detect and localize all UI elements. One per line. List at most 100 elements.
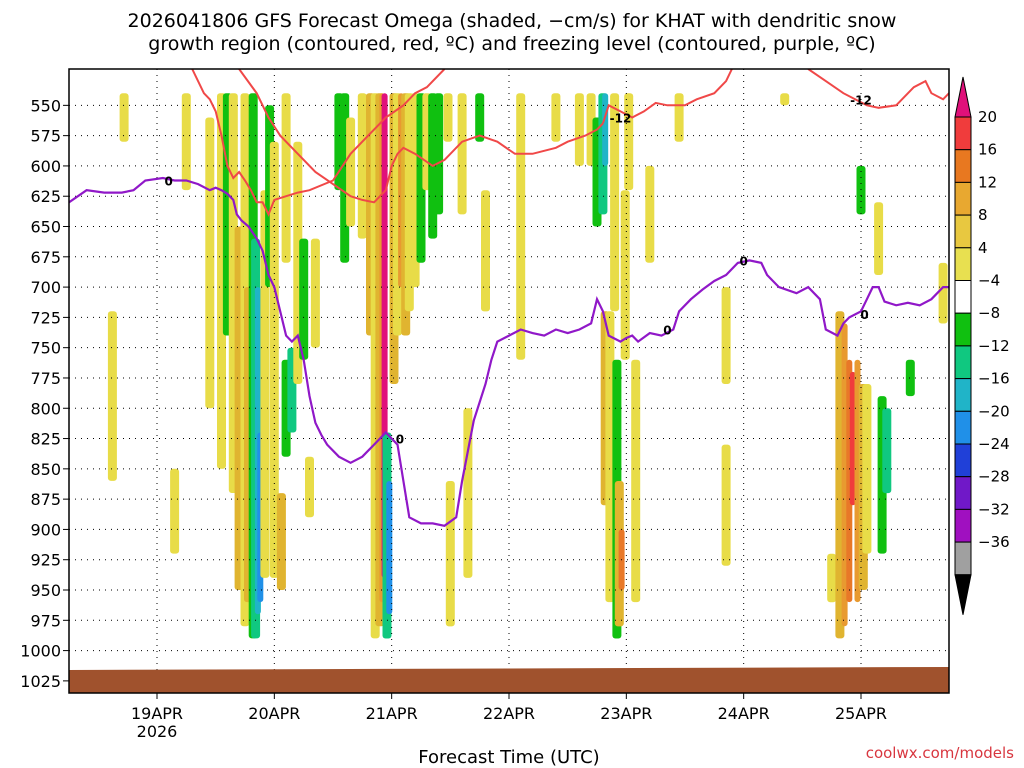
- colorbar-label: −12: [978, 337, 1010, 355]
- omega-cell: [310, 238, 320, 348]
- y-tick-label: 975: [30, 611, 61, 630]
- y-tick-label: 800: [30, 399, 61, 418]
- colorbar: 20 16 12 8 4 −4 −8 −12 −16 −20 −24 −28 −32 −36: [954, 76, 1010, 615]
- x-tick-label: 20APR: [248, 704, 300, 723]
- y-tick-label: 925: [30, 551, 61, 570]
- credit-text: coolwx.com/models: [866, 744, 1014, 762]
- omega-cell: [874, 202, 884, 275]
- colorbar-swatch: [954, 280, 972, 314]
- omega-cell: [305, 456, 314, 518]
- omega-cell: [276, 493, 286, 590]
- ground-surface: [69, 666, 949, 693]
- x-tick-year-label: 2026: [137, 722, 178, 741]
- omega-cell: [107, 311, 117, 481]
- omega-cell: [610, 93, 620, 312]
- omega-cell: [481, 190, 490, 312]
- omega-cell: [674, 93, 684, 142]
- y-tick-label: 850: [30, 460, 61, 479]
- colorbar-label: −4: [978, 272, 1000, 290]
- gridlines: [69, 69, 949, 693]
- omega-shading-layer: [107, 93, 948, 639]
- omega-cell: [862, 384, 872, 554]
- x-tick-label: 24APR: [718, 704, 770, 723]
- colorbar-label: −24: [978, 435, 1010, 453]
- omega-cell: [551, 93, 561, 142]
- omega-cell: [457, 93, 467, 215]
- omega-cell: [205, 117, 215, 409]
- y-tick-label: 625: [30, 187, 61, 206]
- omega-cell: [602, 93, 609, 166]
- y-tick-label: 700: [30, 278, 61, 297]
- omega-cell: [346, 117, 356, 227]
- y-tick-label: 950: [30, 581, 61, 600]
- omega-cell: [905, 359, 915, 397]
- omega-cell: [445, 481, 455, 627]
- omega-cell: [119, 93, 129, 142]
- omega-cell: [463, 408, 473, 578]
- omega-cell: [443, 93, 453, 142]
- colorbar-label: −8: [978, 304, 1000, 322]
- omega-cell: [721, 444, 731, 566]
- freezing-level-label: 0: [165, 174, 173, 188]
- freezing-level-label: 0: [739, 254, 747, 268]
- omega-cell: [516, 93, 526, 360]
- omega-cell: [624, 93, 634, 191]
- omega-cell: [357, 93, 367, 239]
- dgz-contour: [191, 69, 446, 217]
- colorbar-swatch: [954, 214, 972, 249]
- freezing-level-label: 0: [663, 324, 671, 338]
- colorbar-label: 12: [978, 173, 997, 191]
- dgz-contour-label: -12: [850, 93, 872, 107]
- dgz-contour: [238, 69, 604, 204]
- omega-cell: [386, 481, 393, 615]
- x-tick-label: 25APR: [835, 704, 887, 723]
- omega-cell: [645, 165, 655, 263]
- colorbar-label: 4: [978, 239, 988, 257]
- colorbar-swatch: [954, 443, 972, 478]
- omega-cell: [849, 371, 856, 506]
- y-tick-label: 875: [30, 490, 61, 509]
- colorbar-swatch: [954, 508, 972, 543]
- colorbar-swatch: [954, 149, 972, 183]
- omega-cell: [299, 238, 309, 360]
- y-tick-label: 575: [30, 127, 61, 146]
- omega-cell: [620, 190, 630, 360]
- colorbar-swatch: [954, 312, 972, 347]
- y-tick-label: 650: [30, 218, 61, 237]
- y-tick-label: 675: [30, 248, 61, 267]
- colorbar-label: 8: [978, 206, 988, 224]
- colorbar-swatch: [954, 116, 972, 151]
- omega-cell: [605, 311, 615, 603]
- colorbar-label: 20: [978, 108, 997, 126]
- x-tick-label: 21APR: [366, 704, 418, 723]
- omega-cell: [269, 141, 279, 578]
- colorbar-swatch: [954, 247, 972, 282]
- y-tick-label: 550: [30, 96, 61, 115]
- omega-cell: [170, 468, 180, 554]
- dgz-contour: [807, 69, 949, 109]
- y-tick-label: 1000: [20, 642, 61, 661]
- y-axis: 550 575 600 625 650 675 700 725 750 775 800 825 850 8…: [20, 96, 69, 691]
- y-tick-label: 1025: [20, 672, 61, 691]
- freezing-level-contour: [69, 176, 949, 527]
- omega-cell: [631, 359, 641, 603]
- colorbar-swatch: [954, 345, 972, 380]
- x-tick-label: 23APR: [600, 704, 652, 723]
- colorbar-swatch: [954, 410, 972, 445]
- colorbar-label: −32: [978, 500, 1010, 518]
- colorbar-swatch: [954, 181, 972, 216]
- colorbar-label: 16: [978, 141, 997, 159]
- colorbar-bottom-arrow: [954, 574, 972, 615]
- y-tick-label: 825: [30, 430, 61, 449]
- dgz-contour: [601, 69, 733, 124]
- omega-cell: [856, 165, 866, 215]
- y-tick-label: 775: [30, 369, 61, 388]
- dgz-contour-label: -12: [610, 111, 632, 125]
- contour-layer: 0 0 0 0 0 -12 -12: [69, 69, 949, 527]
- colorbar-label: −36: [978, 533, 1010, 551]
- x-tick-label: 22APR: [483, 704, 535, 723]
- plot-area: 0 0 0 0 0 -12 -12: [69, 69, 949, 693]
- omega-cell: [827, 553, 837, 603]
